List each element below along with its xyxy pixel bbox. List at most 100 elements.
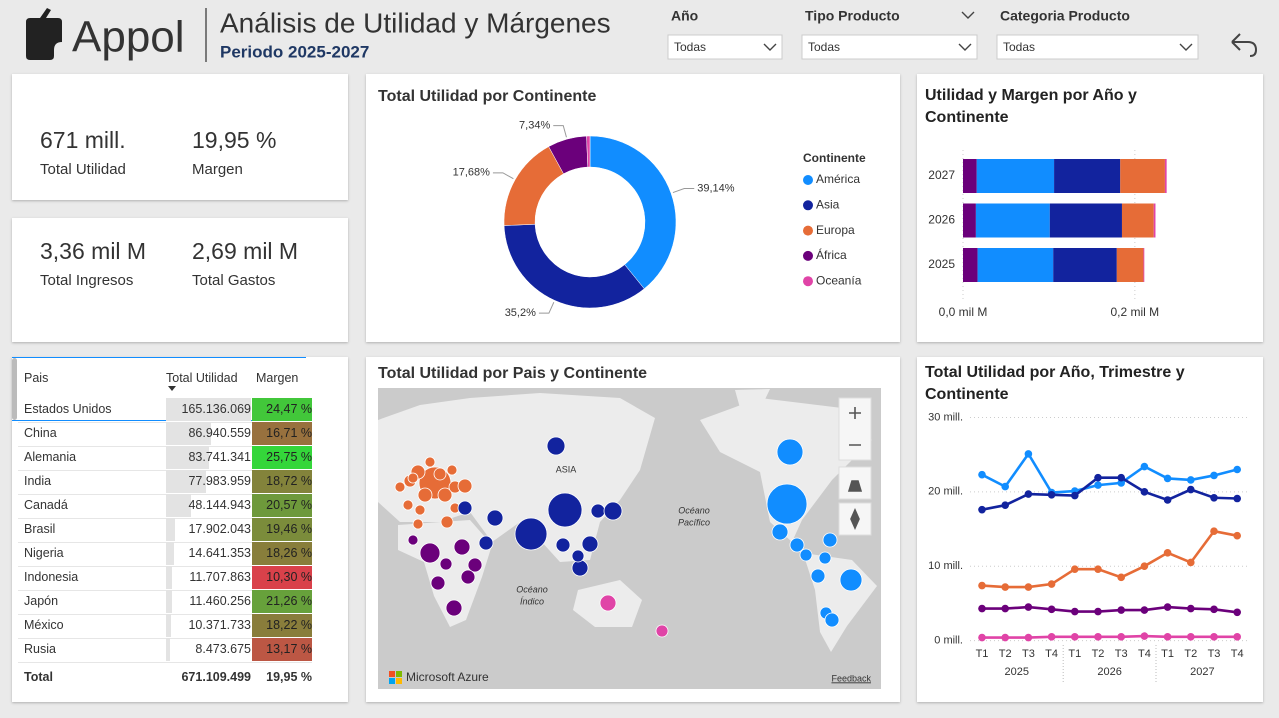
table-row: México 10.371.733 18,22 % bbox=[18, 614, 312, 639]
map-bubble[interactable] bbox=[546, 436, 566, 456]
map-bubble[interactable] bbox=[771, 523, 789, 541]
map-bubble[interactable] bbox=[478, 535, 494, 551]
line bbox=[982, 634, 1238, 639]
filter-label: Tipo Producto bbox=[805, 8, 900, 24]
map-bubble[interactable] bbox=[424, 456, 436, 468]
table-row: Brasil 17.902.043 19,46 % bbox=[18, 518, 312, 543]
map-bubble[interactable] bbox=[457, 500, 473, 516]
margin-cell bbox=[252, 518, 312, 541]
logo-square bbox=[396, 671, 402, 677]
line-point bbox=[1117, 479, 1125, 487]
map-bubble[interactable] bbox=[453, 538, 471, 556]
map-bubble[interactable] bbox=[839, 568, 863, 592]
map-bubble[interactable] bbox=[766, 483, 808, 525]
cell: 671.109.499 bbox=[181, 670, 251, 684]
line-point bbox=[1071, 565, 1079, 573]
map-bubble[interactable] bbox=[571, 549, 585, 563]
bubbles bbox=[394, 436, 863, 638]
map-bubble[interactable] bbox=[419, 542, 441, 564]
margin-cell bbox=[252, 422, 312, 445]
back-button[interactable] bbox=[1231, 33, 1258, 57]
dropdown[interactable] bbox=[996, 34, 1199, 60]
x-tick-label: T4 bbox=[1231, 648, 1244, 660]
table-row: Estados Unidos 165.136.069 24,47 % bbox=[18, 398, 312, 423]
margin-cell bbox=[252, 566, 312, 589]
map-bubble[interactable] bbox=[603, 501, 623, 521]
map-bubble[interactable] bbox=[599, 594, 617, 612]
map-bubble[interactable] bbox=[822, 532, 838, 548]
bar-segment bbox=[1054, 159, 1121, 193]
map-bubble[interactable] bbox=[555, 537, 571, 553]
chevron bbox=[961, 11, 975, 19]
dropdown[interactable] bbox=[801, 34, 978, 60]
map-bubble[interactable] bbox=[407, 534, 419, 546]
panel bbox=[917, 357, 1263, 702]
legend-title: Continente bbox=[803, 151, 866, 165]
table-row: Indonesia 11.707.863 10,30 % bbox=[18, 566, 312, 591]
bar-segment bbox=[1121, 203, 1154, 238]
map-bubble[interactable] bbox=[402, 499, 414, 511]
map-bubble[interactable] bbox=[457, 478, 473, 494]
line-point bbox=[978, 633, 986, 642]
map-bubble[interactable] bbox=[547, 492, 583, 528]
map-bubble[interactable] bbox=[799, 548, 813, 562]
map-bubble[interactable] bbox=[407, 472, 419, 484]
land bbox=[378, 393, 655, 562]
table: Pais Total Utilidad Margen Estados Unidos 16… bbox=[12, 357, 348, 702]
bar-segment bbox=[1049, 203, 1122, 238]
map-bubble[interactable] bbox=[412, 518, 424, 530]
line-point bbox=[978, 604, 986, 613]
dropdown-value: Todas bbox=[674, 40, 706, 54]
land bbox=[735, 389, 770, 410]
map-bubble[interactable] bbox=[433, 467, 447, 481]
line-point bbox=[1187, 485, 1195, 494]
map-bubble[interactable] bbox=[445, 599, 463, 617]
y-tick-label: 30 mill. bbox=[928, 411, 963, 423]
map-bubble[interactable] bbox=[581, 535, 599, 553]
map-bubble[interactable] bbox=[486, 509, 504, 527]
line-point bbox=[1233, 608, 1241, 617]
map-bubble[interactable] bbox=[467, 557, 483, 573]
x-tick-label: T4 bbox=[1138, 648, 1151, 660]
y-tick-label: 10 mill. bbox=[928, 560, 963, 572]
line-point bbox=[1210, 527, 1218, 536]
cell: 13,17 % bbox=[266, 642, 312, 656]
map-bubble[interactable] bbox=[789, 537, 805, 553]
map-bubble[interactable] bbox=[824, 612, 840, 628]
map-label: Pacífico bbox=[678, 517, 710, 527]
cell: 17.902.043 bbox=[188, 522, 251, 536]
cell: 18,72 % bbox=[266, 474, 312, 488]
map-bubble[interactable] bbox=[446, 464, 458, 476]
map: ASIA Océano Pacífico Océano Índico Micro… bbox=[378, 388, 881, 689]
line-point bbox=[1047, 605, 1056, 614]
line-point bbox=[1071, 607, 1079, 616]
map-bubble[interactable] bbox=[810, 568, 826, 584]
x-tick-label: 0,2 mil M bbox=[1111, 305, 1160, 319]
dropdown[interactable] bbox=[667, 34, 783, 60]
map-bubble[interactable] bbox=[439, 557, 453, 571]
line-point bbox=[978, 505, 986, 514]
cell: 21,26 % bbox=[266, 594, 312, 608]
bar-segment bbox=[1143, 248, 1145, 282]
cell: 16,71 % bbox=[266, 426, 312, 440]
map-bubble[interactable] bbox=[430, 575, 446, 591]
logo-square bbox=[396, 678, 402, 684]
line-point bbox=[1163, 474, 1172, 483]
line-point bbox=[1094, 633, 1102, 641]
legend-label: Oceanía bbox=[816, 273, 862, 287]
map-bubble[interactable] bbox=[460, 569, 476, 585]
map-bubble[interactable] bbox=[414, 504, 426, 516]
map-bubble[interactable] bbox=[571, 559, 589, 577]
map-bubble[interactable] bbox=[394, 481, 406, 493]
cell: 11.707.863 bbox=[189, 570, 251, 584]
map-bubble[interactable] bbox=[440, 515, 454, 529]
map-bubble[interactable] bbox=[655, 624, 669, 638]
map-bubble[interactable] bbox=[514, 517, 548, 551]
map-bubble[interactable] bbox=[590, 503, 606, 519]
map-bubble[interactable] bbox=[417, 487, 433, 503]
feedback-link[interactable]: Feedback bbox=[831, 673, 871, 683]
map-bubble[interactable] bbox=[818, 551, 832, 565]
map-bubble[interactable] bbox=[437, 487, 453, 503]
map-bubble[interactable] bbox=[776, 438, 804, 466]
